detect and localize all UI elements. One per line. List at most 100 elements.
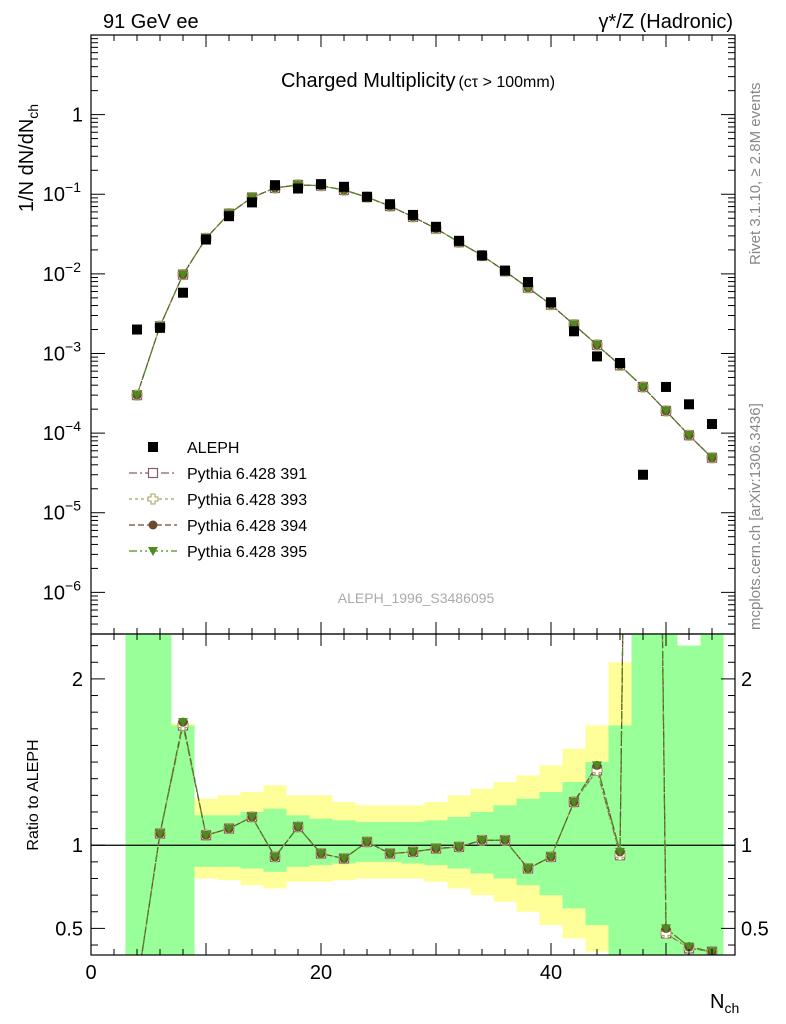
data-point	[569, 326, 579, 337]
main-ytick-base: 10	[43, 423, 65, 445]
ratio-xlabel: Nch	[710, 991, 739, 1016]
analysis-id: ALEPH_1996_S3486095	[338, 590, 495, 606]
main-ytick-base: 10	[43, 264, 65, 286]
main-ylabel-text: 1/N dN/dN	[16, 119, 38, 212]
main-ytick-base: 10	[43, 503, 65, 525]
green-band	[585, 762, 609, 926]
data-point	[178, 287, 188, 298]
ratio-xtick-label: 40	[540, 962, 562, 984]
main-ytick-base: 10	[43, 184, 65, 206]
ratio-point-3	[270, 852, 280, 862]
green-band	[309, 818, 333, 866]
data-point	[477, 250, 487, 261]
ratio-panel: 0 20 40 0.5 0.5 1 1 2 2 Ratio to ALEPH Nch	[25, 633, 769, 1016]
ratio-ytick-label-right: 2	[741, 669, 752, 691]
header-right: γ*/Z (Hadronic)	[599, 11, 733, 33]
ratio-xtick-label: 0	[85, 962, 96, 984]
green-band	[332, 820, 356, 864]
data-point	[155, 322, 165, 333]
header-left: 91 GeV ee	[103, 11, 199, 33]
main-title: Charged Multiplicity (cτ > 100mm)	[281, 70, 555, 92]
ratio-ytick-label: 2	[72, 669, 83, 691]
ratio-point-2	[133, 982, 142, 991]
ratio-ytick-label: 1	[72, 835, 83, 857]
data-point	[132, 324, 142, 335]
green-band	[378, 821, 402, 862]
ratio-line-2	[141, 634, 713, 955]
legend-label-1: Pythia 6.428 393	[187, 492, 307, 509]
mcplots-label: mcplots.cern.ch [arXiv:1306.3436]	[747, 403, 764, 630]
ratio-ytick-label-right: 0.5	[741, 918, 769, 940]
main-ytick-exp: −2	[65, 259, 81, 275]
main-marks	[131, 179, 718, 480]
data-point	[638, 469, 648, 480]
main-ytick-label: 10−1	[43, 179, 81, 206]
legend-label-2: Pythia 6.428 394	[187, 518, 307, 535]
ratio-point-3	[592, 761, 602, 771]
main-ytick-base: 10	[43, 343, 65, 365]
data-point	[224, 211, 234, 222]
data-point	[684, 399, 694, 410]
main-ytick-exp: −1	[65, 179, 81, 195]
ratio-point-3	[316, 849, 326, 859]
green-band	[424, 820, 448, 866]
legend: ALEPH Pythia 6.428 391 Pythia 6.428 393 Pyt…	[129, 440, 307, 561]
data-point	[500, 265, 510, 276]
data-point	[385, 199, 395, 210]
main-ytick-label: 10−2	[43, 259, 81, 286]
mc-point-3	[661, 406, 671, 416]
main-ytick-base: 10	[43, 582, 65, 604]
green-band	[194, 815, 218, 867]
mc-line-3	[136, 184, 713, 459]
ratio-point-3	[546, 852, 556, 862]
main-ytick-label: 10−5	[43, 498, 81, 525]
mc-point-3	[707, 453, 717, 463]
ratio-point-3	[362, 837, 372, 847]
data-point	[339, 181, 349, 192]
green-band	[677, 645, 701, 955]
ratio-ylabel: Ratio to ALEPH	[25, 739, 42, 850]
ratio-point-3	[569, 797, 579, 807]
ratio-axes: 0 20 40 0.5 0.5 1 1 2 2	[55, 634, 769, 984]
ratio-point-1	[132, 982, 142, 992]
main-ytick-exp: −6	[65, 577, 81, 593]
mc-line-0	[136, 184, 713, 459]
ratio-point-3	[155, 829, 165, 839]
main-title-text: Charged Multiplicity	[281, 70, 456, 92]
ratio-marks	[132, 634, 718, 992]
ratio-point-3	[500, 836, 510, 846]
green-band	[539, 792, 563, 896]
data-point	[362, 191, 372, 202]
ratio-point-3	[615, 847, 625, 857]
legend-label-3: Pythia 6.428 395	[187, 544, 307, 561]
legend-label-0: Pythia 6.428 391	[187, 466, 307, 483]
main-axes: 110−110−210−310−410−510−6	[43, 35, 735, 635]
mc-point-3	[684, 431, 694, 441]
main-ytick-label: 10−6	[43, 577, 81, 604]
ratio-point-3	[132, 983, 142, 992]
main-ytick-exp: −4	[65, 418, 81, 434]
green-band	[263, 808, 287, 872]
legend-marker-2	[148, 520, 158, 530]
ratio-point-3	[408, 847, 418, 857]
main-ytick-label: 10−3	[43, 338, 81, 365]
green-band	[125, 634, 149, 955]
ratio-point-3	[684, 942, 694, 952]
legend-marker-3	[148, 547, 158, 556]
legend-label-data: ALEPH	[187, 440, 239, 457]
main-ylabel: 1/N dN/dNch	[16, 104, 41, 212]
ratio-point-3	[178, 718, 188, 728]
mc-point-3	[132, 391, 142, 401]
data-point	[661, 381, 671, 392]
ratio-point-3	[523, 864, 533, 874]
ratio-point-3	[247, 812, 257, 822]
main-panel: 110−110−210−310−410−510−6 Charged Multip…	[16, 34, 736, 635]
main-ytick-exp: −5	[65, 498, 81, 514]
data-point	[431, 221, 441, 232]
legend-marker-data	[148, 442, 158, 452]
data-point	[247, 197, 257, 208]
legend-marker-1	[147, 493, 159, 505]
mc-point-3	[592, 340, 602, 350]
green-band	[700, 634, 724, 955]
ratio-xtick-label: 20	[310, 962, 332, 984]
